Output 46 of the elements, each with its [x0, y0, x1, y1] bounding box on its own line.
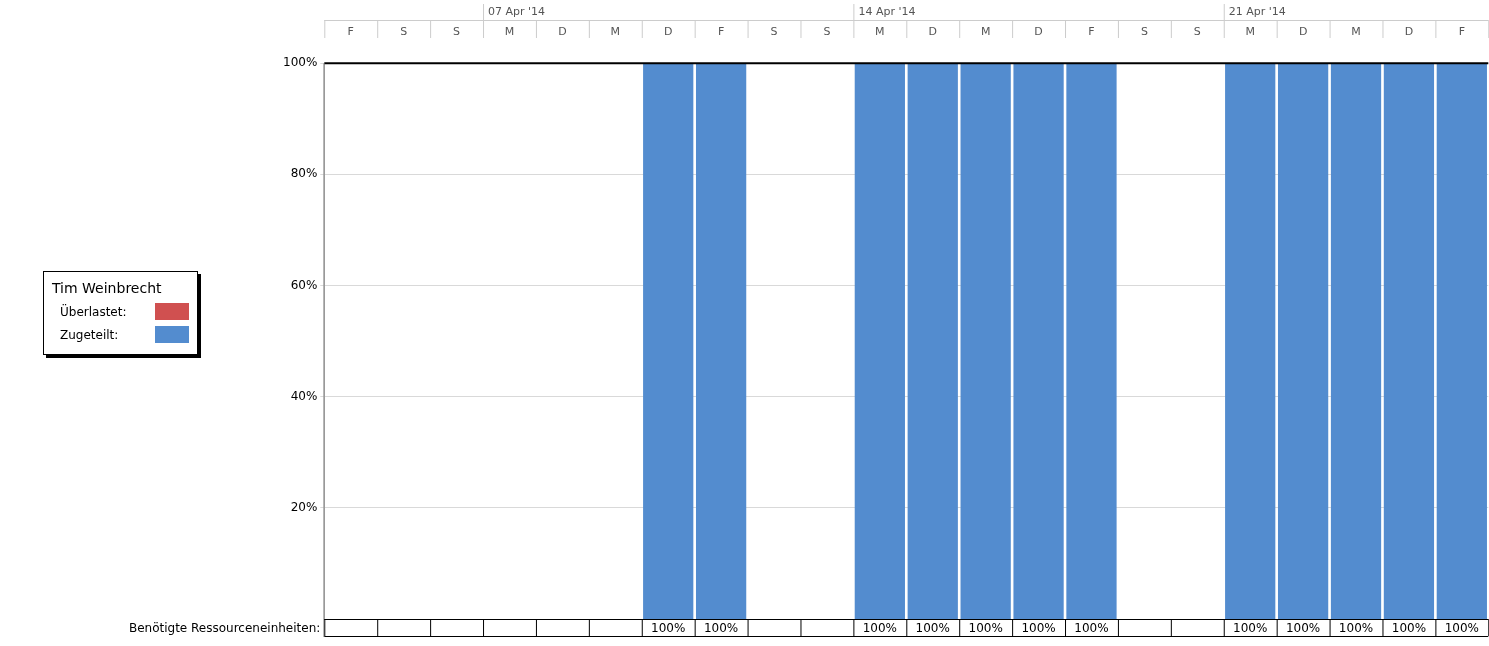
- x-tick-label: S: [823, 25, 831, 39]
- x-tick-label: S: [1140, 25, 1148, 39]
- text: 21 Apr '14: [1228, 4, 1286, 18]
- x-tick-label: M: [875, 25, 885, 39]
- x-tick-label: D: [1298, 25, 1308, 39]
- x-tick-label: F: [347, 25, 354, 39]
- data-label: 100%: [1391, 620, 1427, 635]
- x-tick-label: M: [1351, 25, 1361, 39]
- x-tick-label: S: [770, 25, 778, 39]
- data-label: 100%: [968, 620, 1003, 635]
- x-tick-label: S: [453, 25, 461, 39]
- text: 14 Apr '14: [858, 4, 916, 18]
- data-label: 100%: [1338, 620, 1374, 635]
- data-label: 100%: [862, 620, 897, 635]
- data-label: 100%: [1074, 620, 1109, 635]
- data-label: 100%: [1233, 620, 1268, 635]
- text: Zugeteilt:: [60, 327, 119, 342]
- data-label: 100%: [703, 620, 739, 635]
- x-tick-label: D: [558, 25, 567, 39]
- x-tick-label: F: [717, 25, 725, 39]
- data-label: 100%: [1444, 620, 1479, 635]
- y-tick-label: 100%: [282, 55, 318, 70]
- x-tick-label: D: [1404, 25, 1414, 39]
- y-tick-label: 80%: [290, 166, 318, 181]
- x-tick-label: M: [980, 25, 991, 39]
- x-tick-label: S: [1193, 25, 1201, 39]
- legend-title: Tim Weinbrecht: [52, 280, 163, 296]
- data-label: 100%: [915, 620, 950, 635]
- text: Benötigte Ressourceneinheiten:: [128, 620, 321, 635]
- x-tick-label: S: [400, 25, 408, 39]
- x-tick-label: M: [610, 25, 621, 39]
- y-tick-label: 60%: [290, 277, 318, 292]
- data-label: 100%: [1021, 620, 1056, 635]
- legend-label: Überlastet:: [60, 304, 127, 319]
- x-tick-label: M: [504, 25, 515, 39]
- x-tick-label: D: [663, 25, 673, 39]
- x-tick-label: M: [1245, 25, 1255, 39]
- x-tick-label: F: [1458, 25, 1465, 39]
- y-tick-label: 20%: [290, 499, 318, 514]
- x-tick-label: D: [928, 25, 937, 39]
- text: 07 Apr '14: [488, 4, 546, 18]
- data-label: 100%: [1285, 620, 1321, 635]
- y-tick-label: 40%: [290, 388, 318, 403]
- data-label: 100%: [651, 620, 686, 635]
- x-tick-label: F: [1088, 25, 1095, 39]
- x-tick-label: D: [1034, 25, 1043, 39]
